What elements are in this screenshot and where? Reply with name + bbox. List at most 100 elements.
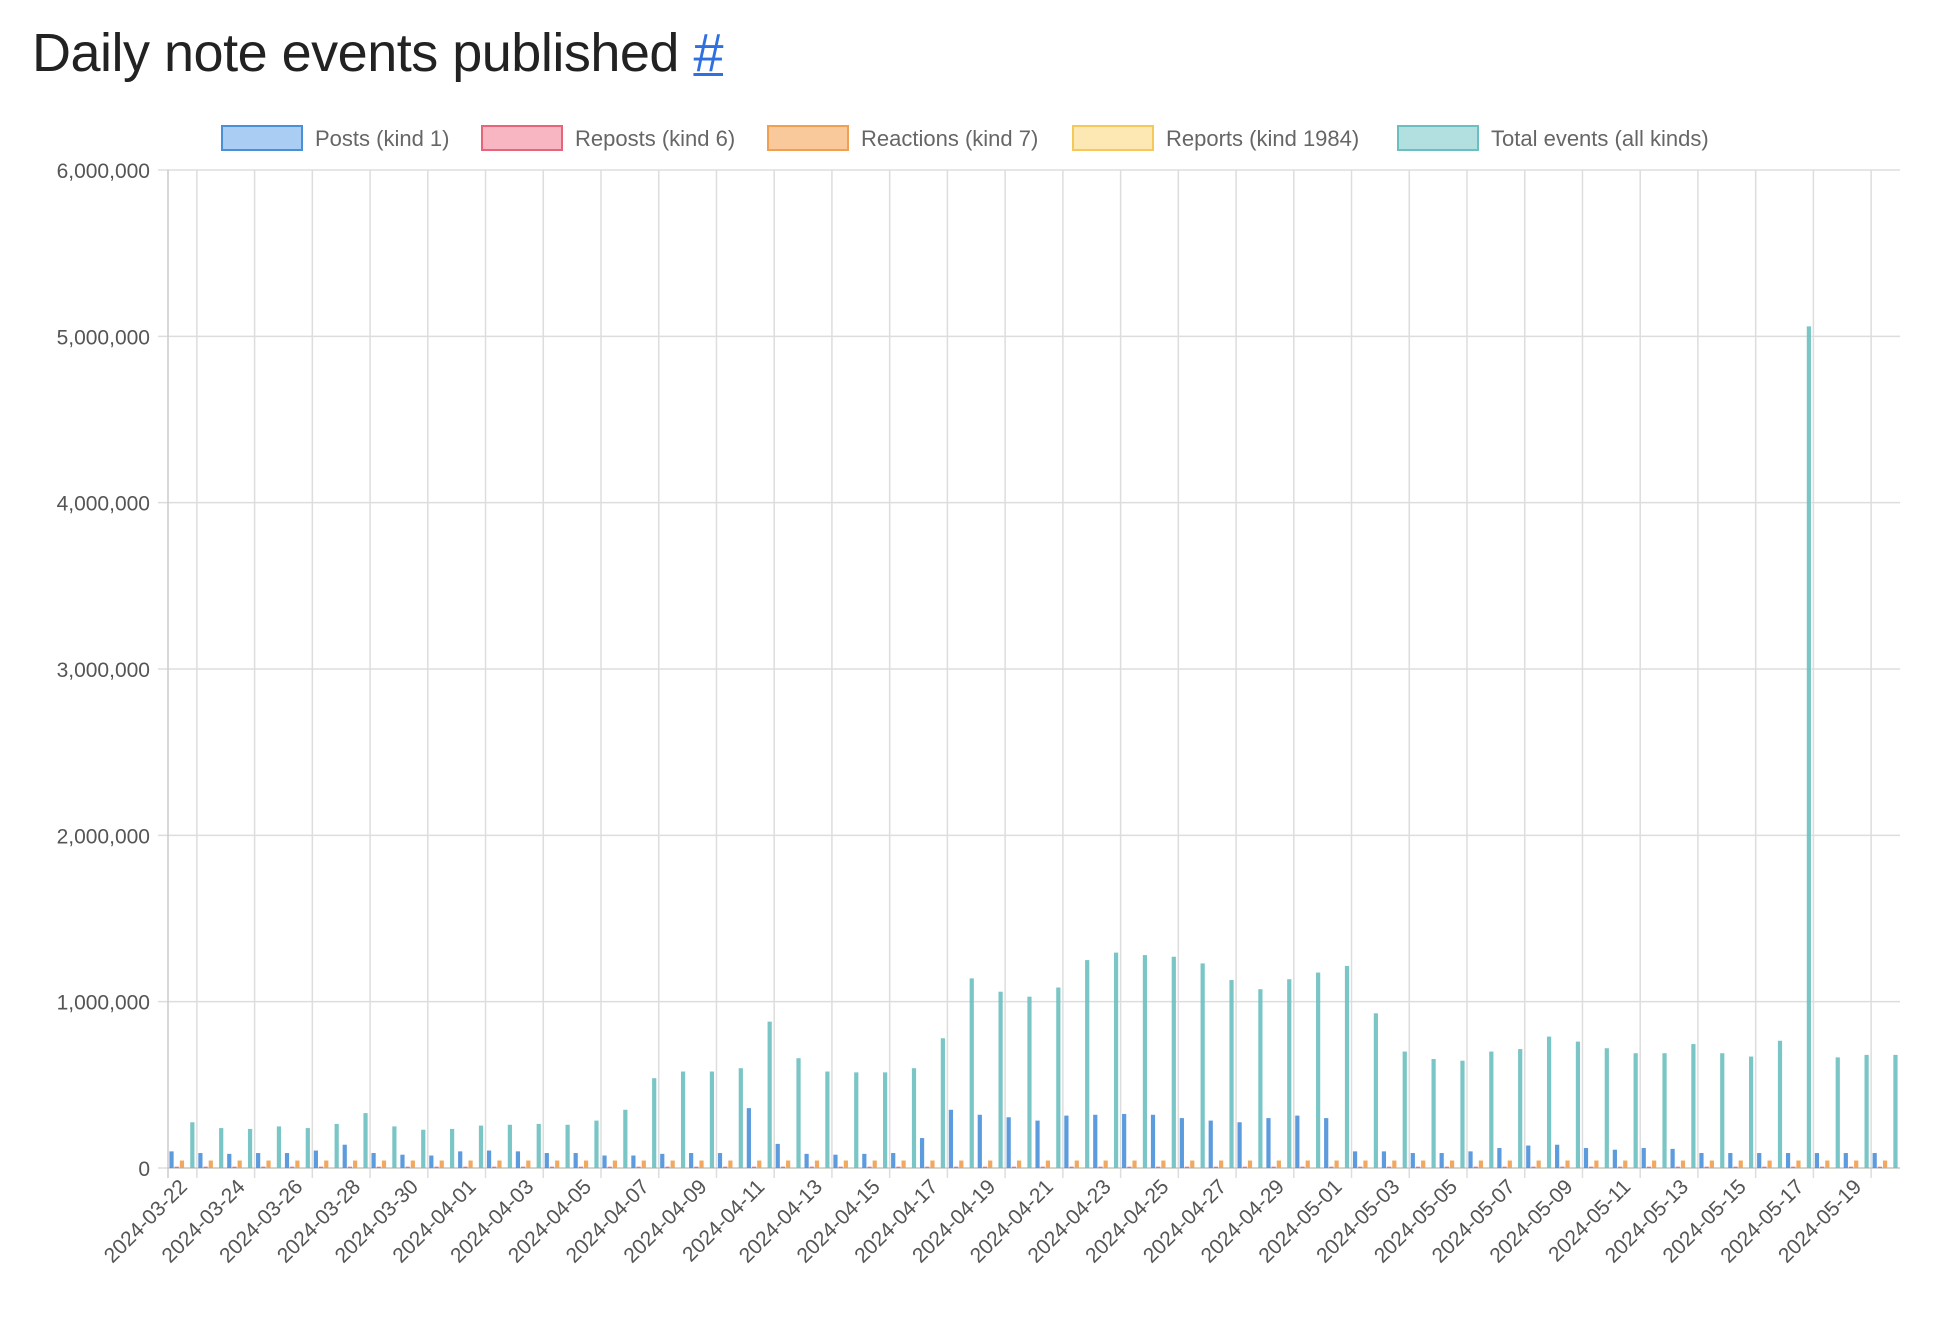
bar-reposts-kind-6-2024-05-19[interactable] [1848,1166,1854,1168]
bar-posts-kind-1-2024-05-20[interactable] [1872,1153,1877,1168]
bar-posts-kind-1-2024-04-22[interactable] [1064,1115,1069,1168]
bar-posts-kind-1-2024-05-14[interactable] [1699,1153,1704,1168]
bar-reports-kind-1984-2024-05-20[interactable] [1888,1167,1893,1169]
bar-total-events-all-kinds-2024-04-12[interactable] [796,1058,801,1168]
bar-reposts-kind-6-2024-04-26[interactable] [1184,1166,1190,1168]
bar-posts-kind-1-2024-04-03[interactable] [515,1151,521,1168]
bar-posts-kind-1-2024-05-05[interactable] [1439,1153,1444,1168]
bar-total-events-all-kinds-2024-04-03[interactable] [536,1123,541,1168]
bar-reactions-kind-7-2024-05-20[interactable] [1882,1160,1888,1168]
bar-total-events-all-kinds-2024-04-17[interactable] [940,1038,945,1168]
bar-reposts-kind-6-2024-04-22[interactable] [1069,1166,1074,1168]
bar-reports-kind-1984-2024-04-17[interactable] [935,1167,940,1169]
bar-reports-kind-1984-2024-04-13[interactable] [820,1167,825,1169]
bar-reposts-kind-6-2024-05-05[interactable] [1444,1166,1449,1168]
bar-reposts-kind-6-2024-04-11[interactable] [751,1166,757,1168]
legend-item-reposts-kind-6[interactable]: Reposts (kind 6) [481,125,735,151]
bar-reports-kind-1984-2024-04-24[interactable] [1137,1167,1142,1169]
bar-reports-kind-1984-2024-04-21[interactable] [1051,1167,1056,1169]
bar-reposts-kind-6-2024-05-14[interactable] [1704,1166,1709,1168]
bar-total-events-all-kinds-2024-05-08[interactable] [1546,1036,1552,1168]
bar-total-events-all-kinds-2024-04-28[interactable] [1258,989,1263,1168]
bar-reposts-kind-6-2024-04-17[interactable] [925,1166,930,1168]
bar-reposts-kind-6-2024-05-08[interactable] [1531,1166,1536,1168]
bar-posts-kind-1-2024-03-25[interactable] [256,1153,261,1168]
bar-reports-kind-1984-2024-05-01[interactable] [1339,1167,1344,1169]
bar-posts-kind-1-2024-04-11[interactable] [746,1108,751,1168]
bar-total-events-all-kinds-2024-05-16[interactable] [1777,1040,1783,1168]
bar-reports-kind-1984-2024-03-29[interactable] [387,1167,392,1169]
bar-reposts-kind-6-2024-03-27[interactable] [318,1166,324,1168]
bar-total-events-all-kinds-2024-03-27[interactable] [334,1123,339,1168]
bar-reposts-kind-6-2024-04-27[interactable] [1213,1166,1219,1168]
bar-reactions-kind-7-2024-03-26[interactable] [295,1160,300,1168]
bar-total-events-all-kinds-2024-05-01[interactable] [1344,965,1350,1168]
bar-reports-kind-1984-2024-04-05[interactable] [589,1167,594,1169]
bar-reposts-kind-6-2024-04-15[interactable] [867,1166,872,1168]
bar-total-events-all-kinds-2024-05-05[interactable] [1460,1060,1465,1168]
bar-reactions-kind-7-2024-04-20[interactable] [1016,1160,1022,1168]
bar-total-events-all-kinds-2024-04-08[interactable] [680,1071,686,1168]
bar-reactions-kind-7-2024-04-12[interactable] [786,1160,791,1168]
bar-posts-kind-1-2024-04-04[interactable] [544,1153,549,1168]
bar-reactions-kind-7-2024-05-02[interactable] [1363,1160,1368,1168]
bar-total-events-all-kinds-2024-03-25[interactable] [276,1126,282,1168]
bar-posts-kind-1-2024-04-10[interactable] [717,1153,723,1168]
bar-reactions-kind-7-2024-04-21[interactable] [1045,1160,1051,1168]
bar-reports-kind-1984-2024-04-25[interactable] [1166,1167,1171,1169]
bar-reposts-kind-6-2024-04-23[interactable] [1098,1166,1103,1168]
bar-reports-kind-1984-2024-05-11[interactable] [1628,1167,1633,1169]
bar-reposts-kind-6-2024-05-03[interactable] [1387,1166,1392,1168]
bar-posts-kind-1-2024-05-18[interactable] [1814,1153,1820,1168]
bar-reports-kind-1984-2024-03-28[interactable] [358,1167,363,1169]
bar-total-events-all-kinds-2024-04-01[interactable] [478,1125,484,1168]
bar-total-events-all-kinds-2024-04-02[interactable] [507,1124,512,1168]
bar-reactions-kind-7-2024-03-27[interactable] [324,1160,329,1168]
bar-posts-kind-1-2024-05-09[interactable] [1555,1144,1560,1168]
bar-reposts-kind-6-2024-05-09[interactable] [1560,1166,1565,1168]
bar-reports-kind-1984-2024-05-04[interactable] [1426,1167,1431,1169]
bar-reports-kind-1984-2024-05-12[interactable] [1657,1167,1662,1169]
bar-reactions-kind-7-2024-04-25[interactable] [1161,1160,1166,1168]
bar-reports-kind-1984-2024-05-18[interactable] [1830,1167,1835,1169]
bar-reactions-kind-7-2024-04-06[interactable] [612,1160,618,1168]
bar-reposts-kind-6-2024-05-07[interactable] [1502,1166,1507,1168]
bar-posts-kind-1-2024-04-08[interactable] [660,1153,665,1168]
bar-reposts-kind-6-2024-04-04[interactable] [549,1166,555,1168]
bar-reposts-kind-6-2024-05-04[interactable] [1415,1166,1421,1168]
bar-posts-kind-1-2024-04-29[interactable] [1266,1118,1271,1168]
bar-posts-kind-1-2024-05-03[interactable] [1381,1151,1387,1168]
bar-total-events-all-kinds-2024-05-18[interactable] [1835,1057,1840,1168]
bar-total-events-all-kinds-2024-05-03[interactable] [1402,1051,1407,1168]
bar-reactions-kind-7-2024-05-07[interactable] [1507,1160,1512,1168]
bar-total-events-all-kinds-2024-05-15[interactable] [1749,1056,1754,1168]
bar-reactions-kind-7-2024-04-17[interactable] [930,1160,935,1168]
bar-reposts-kind-6-2024-04-28[interactable] [1242,1166,1247,1168]
bar-reports-kind-1984-2024-05-02[interactable] [1368,1167,1373,1169]
bar-reports-kind-1984-2024-04-08[interactable] [675,1167,680,1169]
bar-reposts-kind-6-2024-03-26[interactable] [290,1166,295,1168]
bar-reports-kind-1984-2024-04-03[interactable] [531,1167,536,1169]
bar-posts-kind-1-2024-03-27[interactable] [313,1150,318,1168]
bar-reports-kind-1984-2024-04-29[interactable] [1281,1167,1287,1169]
bar-reposts-kind-6-2024-05-11[interactable] [1617,1166,1623,1168]
bar-reactions-kind-7-2024-04-22[interactable] [1074,1160,1079,1168]
bar-reactions-kind-7-2024-04-19[interactable] [988,1160,993,1168]
bar-reactions-kind-7-2024-05-16[interactable] [1767,1160,1772,1168]
bar-total-events-all-kinds-2024-04-18[interactable] [969,978,974,1168]
bar-reposts-kind-6-2024-05-02[interactable] [1358,1166,1363,1168]
legend-item-reports-kind-1984[interactable]: Reports (kind 1984) [1072,125,1359,151]
bar-total-events-all-kinds-2024-05-02[interactable] [1373,1013,1378,1168]
bar-reports-kind-1984-2024-04-19[interactable] [993,1167,998,1169]
bar-reposts-kind-6-2024-04-02[interactable] [492,1166,497,1168]
bar-posts-kind-1-2024-05-08[interactable] [1526,1145,1531,1168]
bar-reactions-kind-7-2024-05-17[interactable] [1796,1160,1801,1168]
bar-reposts-kind-6-2024-03-23[interactable] [203,1166,208,1168]
bar-total-events-all-kinds-2024-05-17[interactable] [1806,326,1811,1168]
bar-reports-kind-1984-2024-04-07[interactable] [646,1167,652,1169]
bar-posts-kind-1-2024-04-07[interactable] [631,1155,636,1168]
bar-posts-kind-1-2024-03-22[interactable] [169,1151,174,1168]
bar-total-events-all-kinds-2024-04-26[interactable] [1200,963,1205,1168]
bar-reports-kind-1984-2024-05-19[interactable] [1859,1167,1864,1169]
bar-reposts-kind-6-2024-03-29[interactable] [376,1166,381,1168]
